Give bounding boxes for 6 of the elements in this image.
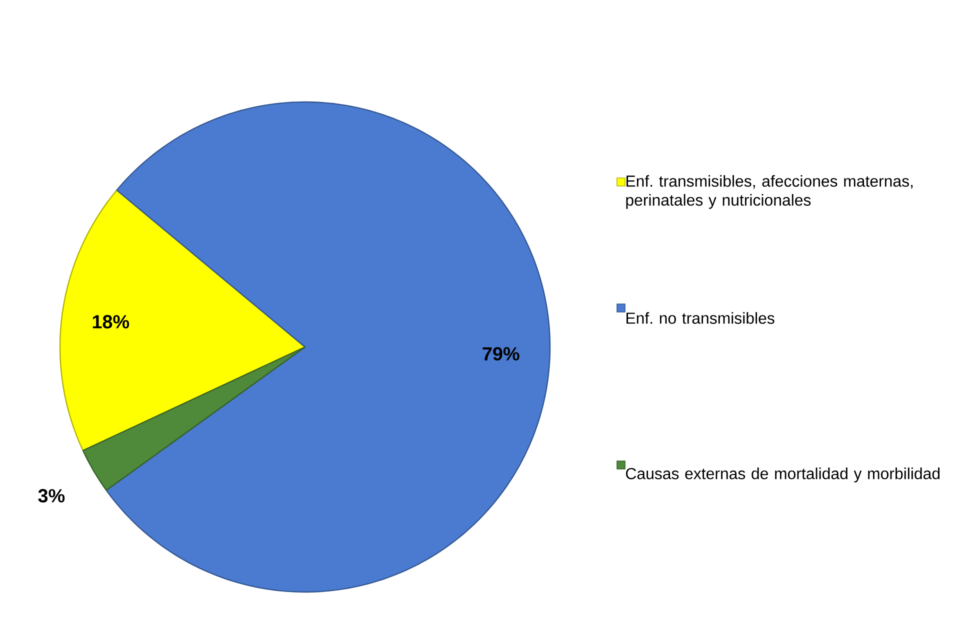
- data-label: 79%: [482, 347, 520, 361]
- legend-label: Enf. no transmisibles: [626, 312, 774, 324]
- data-label: 3%: [38, 489, 65, 502]
- legend-label: Causas externas de mortalidad y morbilidad: [626, 468, 940, 482]
- data-label: 18%: [92, 315, 130, 328]
- legend-label: Enf. transmisibles, afecciones maternas, perinatales y nutricionales: [626, 175, 913, 209]
